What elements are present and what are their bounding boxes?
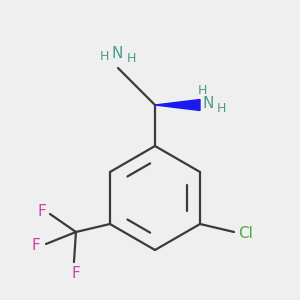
- Text: F: F: [72, 266, 80, 281]
- Text: H: H: [126, 52, 136, 64]
- Polygon shape: [155, 100, 200, 110]
- Text: F: F: [38, 205, 46, 220]
- Text: H: H: [99, 50, 109, 62]
- Text: N: N: [202, 95, 214, 110]
- Text: H: H: [197, 85, 207, 98]
- Text: H: H: [216, 101, 226, 115]
- Text: N: N: [111, 46, 123, 61]
- Text: Cl: Cl: [238, 226, 253, 241]
- Text: F: F: [32, 238, 40, 253]
